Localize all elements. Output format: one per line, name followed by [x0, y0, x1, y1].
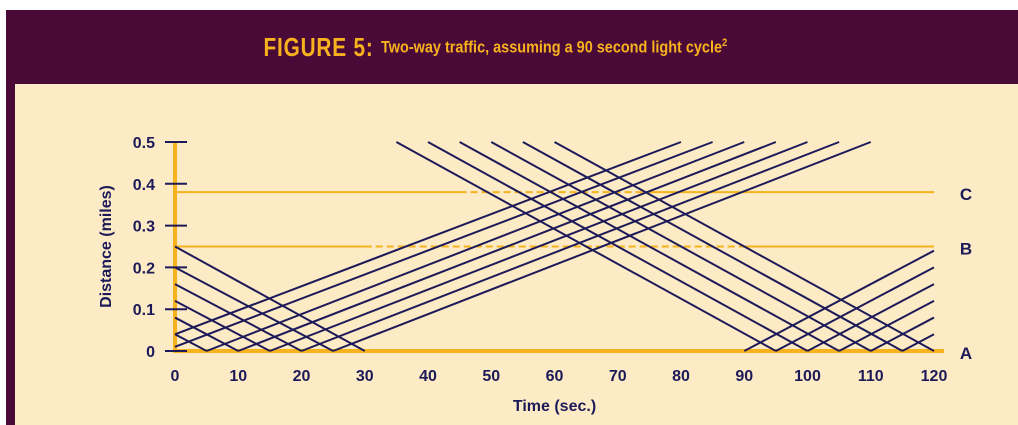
distance-time-chart: 0 0.1 0.2 0.3 0.4 0.5 0 10 20 30 40 50 60 70 80 90 100 11… — [98, 135, 972, 415]
trajectory-line — [395, 141, 777, 352]
trajectory-line — [427, 141, 808, 352]
trajectory-line — [174, 266, 334, 352]
ref-label-a: A — [960, 344, 972, 363]
x-tick-label: 20 — [293, 368, 311, 385]
x-tick-label: 50 — [482, 368, 500, 385]
y-tick-label: 0.3 — [133, 219, 155, 236]
x-tick-label: 0 — [171, 368, 180, 385]
trajectory-line — [901, 333, 935, 352]
x-tick-label: 30 — [356, 368, 374, 385]
figure-caption: Two-way traffic, assuming a 90 second li… — [381, 37, 727, 58]
trajectory-line — [174, 333, 208, 352]
figure-frame: FIGURE 5: Two-way traffic, assuming a 90… — [6, 10, 1018, 425]
trajectory-line — [838, 299, 935, 352]
figure-title-bar: FIGURE 5: Two-way traffic, assuming a 90… — [6, 10, 1018, 84]
x-tick-label: 120 — [921, 368, 948, 385]
ref-label-c: C — [960, 185, 972, 204]
x-tick-label: 10 — [229, 368, 247, 385]
trajectory-line — [174, 141, 682, 336]
chart-panel: 0 0.1 0.2 0.3 0.4 0.5 0 10 20 30 40 50 60 70 80 90 100 11… — [15, 84, 1018, 425]
trajectory-line — [775, 266, 935, 352]
trajectory-line — [743, 249, 935, 352]
trajectory-line — [174, 316, 239, 352]
ref-label-b: B — [960, 240, 972, 259]
trajectory-line — [332, 141, 872, 352]
trajectory-line — [301, 141, 840, 352]
x-tick-label: 100 — [794, 368, 821, 385]
x-tick-label: 80 — [672, 368, 690, 385]
trajectory-line — [174, 299, 271, 352]
x-tick-label: 60 — [546, 368, 564, 385]
trajectory-line — [554, 141, 935, 352]
trajectory-line — [237, 141, 777, 352]
y-tick-label: 0.1 — [133, 302, 155, 319]
trajectory-line — [490, 141, 872, 352]
trajectory-line — [174, 245, 366, 352]
y-tick-label: 0.2 — [133, 260, 155, 277]
y-tick-label: 0 — [146, 344, 155, 361]
trajectory-line — [269, 141, 808, 352]
figure-label: FIGURE 5: — [263, 31, 374, 62]
y-tick-label: 0.5 — [133, 135, 155, 152]
y-tick-label: 0.4 — [133, 177, 155, 194]
y-axis-title: Distance (miles) — [98, 185, 115, 308]
trajectory-line — [807, 283, 935, 352]
trajectory-line — [174, 283, 302, 352]
trajectory-line — [206, 141, 745, 352]
x-tick-label: 110 — [858, 368, 884, 385]
trajectory-line — [870, 316, 935, 352]
figure-caption-footnote: 2 — [722, 36, 728, 49]
trajectory-line — [174, 141, 713, 348]
x-tick-label: 40 — [419, 368, 437, 385]
x-tick-label: 90 — [735, 368, 753, 385]
trajectory-line — [459, 141, 840, 352]
trajectory-line — [522, 141, 903, 352]
figure-caption-text: Two-way traffic, assuming a 90 second li… — [381, 37, 723, 57]
x-axis-title: Time (sec.) — [513, 398, 596, 415]
x-tick-label: 70 — [609, 368, 627, 385]
